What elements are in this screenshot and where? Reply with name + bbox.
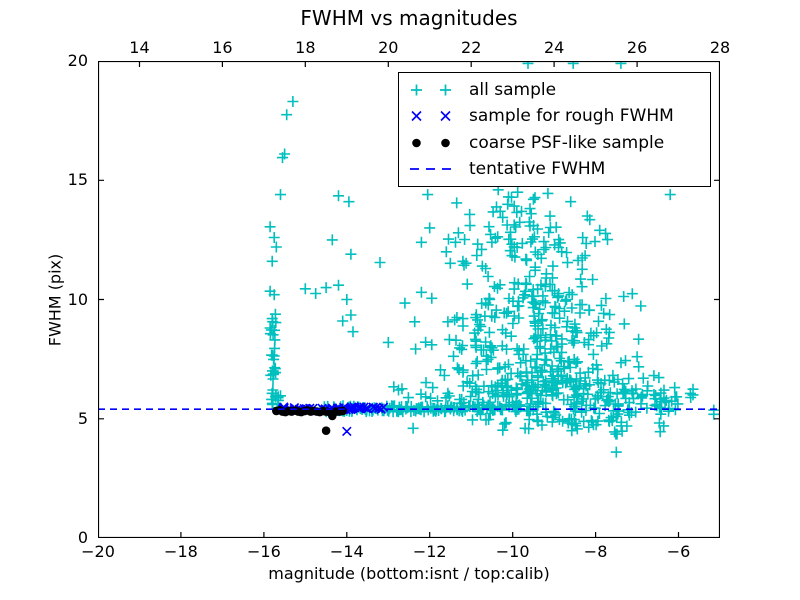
tentative-fwhm-line-icon (410, 168, 452, 170)
y-tick-label: 10 (67, 289, 88, 309)
x-tick-label-top: 22 (461, 38, 482, 57)
legend-label: all sample (469, 80, 557, 101)
x-tick-label-top: 14 (129, 38, 150, 57)
all-sample-marker-icon (411, 84, 451, 96)
plot-area (98, 61, 720, 538)
y-tick-label: 20 (67, 51, 88, 70)
x-tick-label-top: 24 (543, 38, 565, 57)
x-tick-label-bottom: −20 (81, 542, 115, 561)
x-tick-label-bottom: −18 (164, 542, 198, 561)
y-tick-label: 0 (77, 528, 88, 547)
x-tick-label-bottom: −14 (329, 542, 364, 561)
legend-row: tentative FWHM (407, 159, 702, 179)
psf-like-points (272, 405, 347, 436)
x-tick-label-bottom: −16 (246, 542, 281, 561)
psf-like-point (338, 406, 347, 416)
x-tick-label-bottom: −8 (583, 542, 608, 561)
plot-border (98, 61, 720, 538)
legend-row: coarse PSF-like sample (407, 133, 702, 153)
psf-like-point (321, 426, 331, 436)
y-axis-label: FWHM (pix) (45, 253, 65, 347)
x-tick-label-top: 16 (212, 38, 233, 57)
legend-label: sample for rough FWHM (469, 106, 674, 127)
legend-label: tentative FWHM (469, 158, 606, 179)
legend-label: coarse PSF-like sample (469, 132, 665, 153)
x-tick-label-top: 28 (709, 38, 731, 57)
x-tick-label-top: 18 (295, 38, 316, 57)
axis-ticks (98, 61, 720, 538)
y-tick-label: 5 (77, 408, 88, 428)
x-tick-label-top: 26 (626, 38, 648, 57)
x-tick-label-bottom: −10 (495, 542, 530, 561)
psf-like-marker-icon (412, 138, 450, 147)
chart-title: FWHM vs magnitudes (300, 6, 518, 30)
x-tick-label-bottom: −12 (412, 542, 447, 561)
y-tick-label: 15 (67, 170, 88, 190)
legend: all sample sample for rough FWHM coarse … (398, 72, 711, 187)
rough-fwhm-marker-icon (411, 111, 451, 122)
all-sample-points (264, 61, 720, 458)
x-tick-label-bottom: −6 (666, 542, 691, 561)
x-tick-label-top: 20 (378, 38, 399, 57)
legend-row: sample for rough FWHM (407, 106, 702, 126)
legend-row: all sample (407, 80, 702, 100)
x-axis-label: magnitude (bottom:isnt / top:calib) (268, 564, 550, 583)
